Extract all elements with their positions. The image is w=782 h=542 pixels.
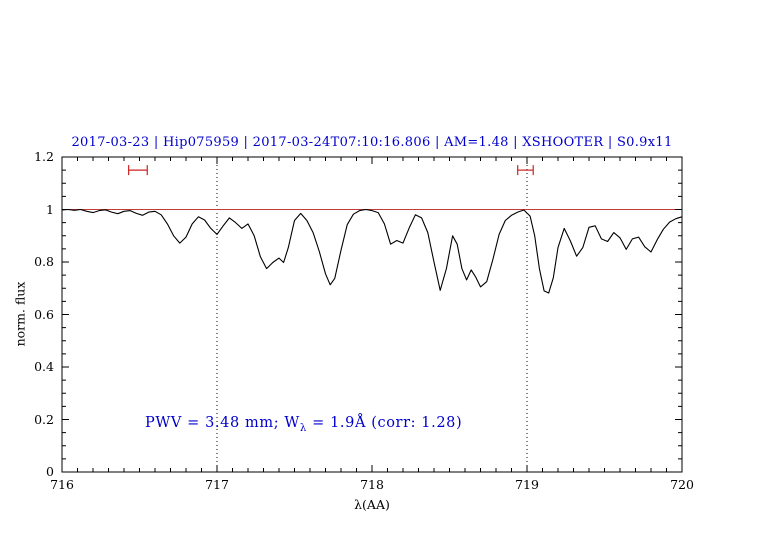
x-axis-label: λ(AA) (354, 497, 390, 512)
y-tick-label: 0.2 (34, 411, 54, 427)
x-tick-label: 720 (670, 477, 694, 492)
pwv-annotation: PWV = 3.48 mm; Wλ = 1.9Å (corr: 1.28) (145, 415, 462, 434)
x-tick-label: 717 (205, 477, 229, 492)
spectrum-line (61, 208, 683, 294)
x-tick-label: 718 (360, 477, 384, 492)
y-tick-label: 1.2 (34, 149, 54, 164)
plot-title: 2017-03-23 | Hip075959 | 2017-03-24T07:1… (71, 135, 673, 150)
y-tick-label: 0.8 (34, 254, 54, 269)
pwv-annotation-text: PWV = 3.48 mm; W (145, 415, 300, 431)
x-tick-label: 716 (50, 477, 74, 492)
y-tick-label: 1 (46, 201, 54, 217)
pwv-annotation-lambda-subscript: λ (299, 422, 307, 434)
pwv-annotation-text-2: = 1.9Å (corr: 1.28) (306, 415, 463, 431)
y-tick-label: 0 (46, 464, 54, 479)
y-tick-label: 0.4 (34, 359, 54, 374)
x-tick-label: 719 (515, 477, 539, 492)
y-tick-label: 0.6 (34, 306, 54, 322)
